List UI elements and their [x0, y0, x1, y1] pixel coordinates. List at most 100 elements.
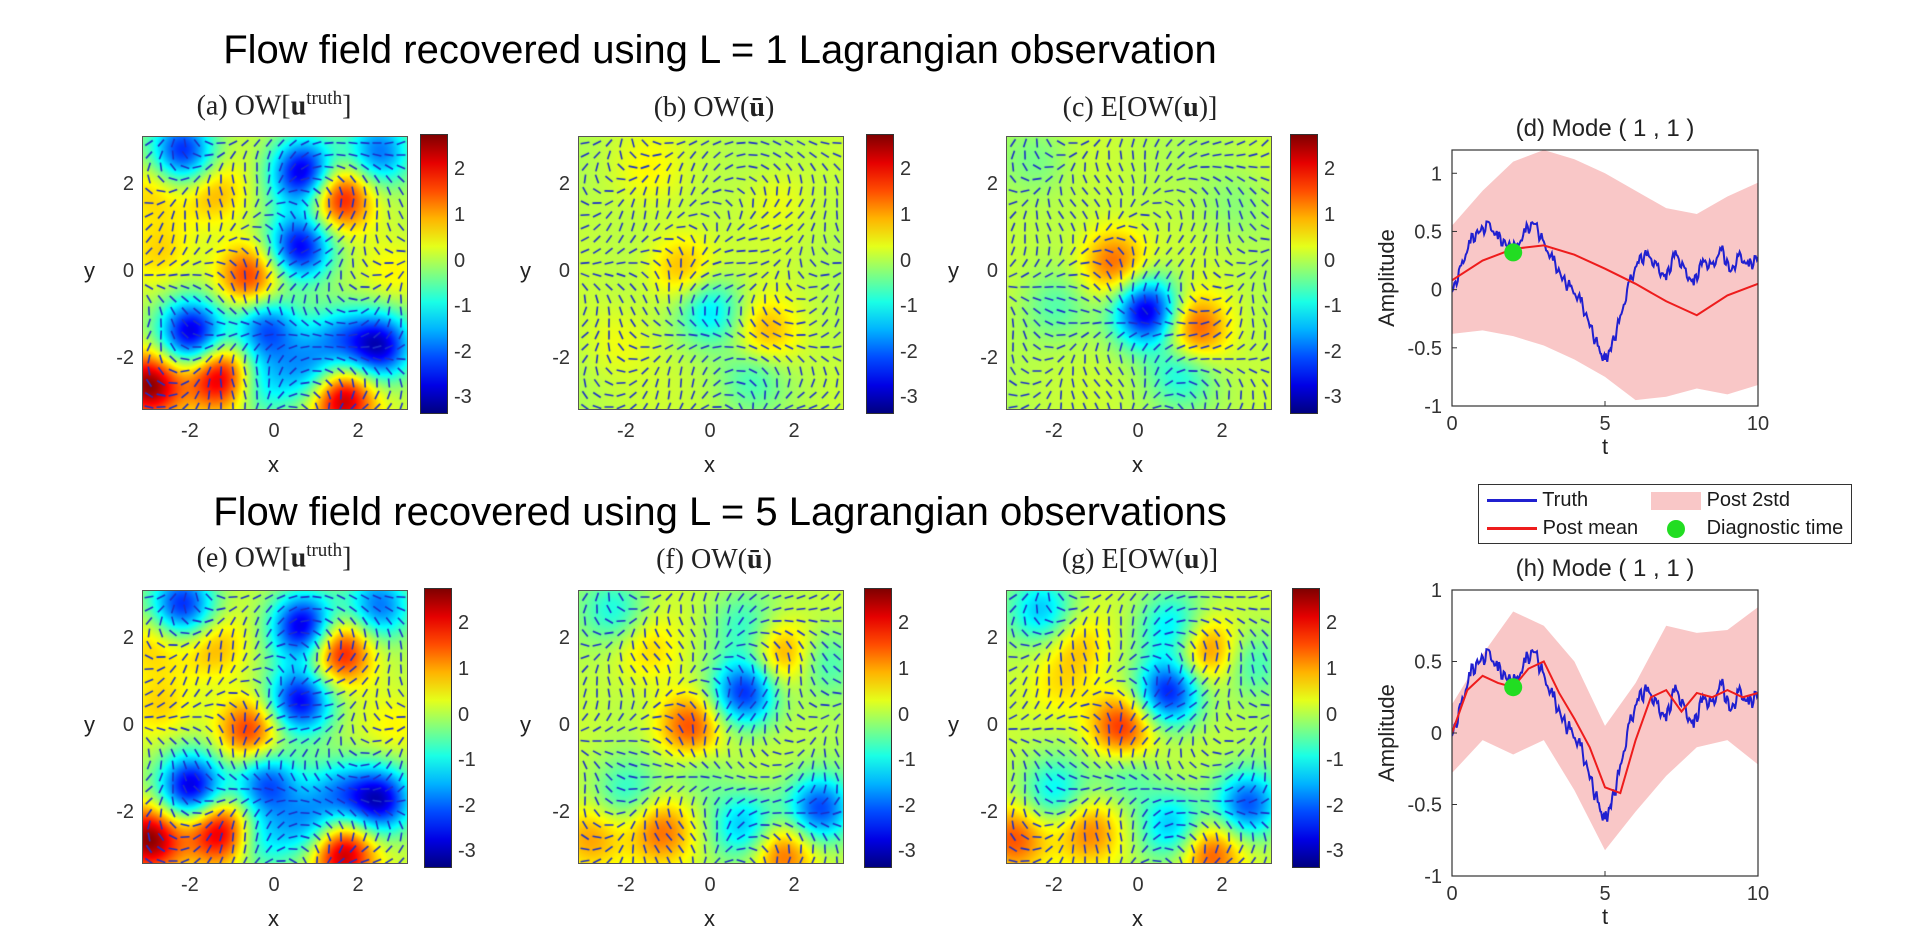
colorbar-tick-c: 1	[1324, 204, 1336, 227]
title-a-sup: truth	[306, 88, 343, 109]
heatmap-panel-a	[142, 136, 408, 410]
title-b-pre: (b) OW(	[653, 92, 750, 123]
y-tick-label-h: -0.5	[1408, 795, 1442, 817]
title-f-pre: (f) OW(	[656, 544, 748, 575]
heatmap-panel-c	[1006, 136, 1272, 410]
panel-title-g: (g) E[OW(u)]	[1006, 544, 1274, 576]
suptitle-top: Flow field recovered using L = 1 Lagrang…	[223, 28, 1217, 72]
colorbar-tick-b: 2	[900, 158, 912, 181]
panel-title-b: (b) OW(ū)	[580, 92, 848, 124]
colorbar-tick-a: -1	[454, 295, 472, 318]
y-tick-label-h: -1	[1424, 866, 1442, 888]
x-tick-e: 0	[268, 874, 280, 896]
title-e-post: ]	[342, 542, 352, 574]
title-g-pre: (g) E[OW(	[1061, 544, 1184, 575]
colorbar-tick-e: -1	[458, 749, 476, 772]
y-tick-f: 2	[558, 627, 570, 650]
x-tick-f: 0	[704, 874, 716, 896]
heatmap-canvas-g	[1007, 591, 1271, 863]
legend-post-2std: Post 2std	[1651, 488, 1790, 512]
x-tick-b: 0	[704, 420, 716, 442]
x-tick-c: 2	[1216, 420, 1228, 442]
legend-post-mean-label: Post mean	[1542, 517, 1639, 539]
colorbar-tick-b: -2	[900, 340, 918, 363]
title-g-post: )]	[1199, 544, 1219, 575]
title-c-post: )]	[1198, 92, 1218, 123]
legend-diagnostic-dot	[1667, 520, 1685, 539]
y-tick-a: -2	[116, 346, 134, 369]
y-tick-label-d: -1	[1424, 396, 1442, 418]
title-b-post: )	[764, 92, 775, 123]
title-g-bold: u	[1183, 544, 1200, 575]
colorbar-a	[420, 134, 448, 414]
title-f-bold: ū	[747, 544, 763, 575]
colorbar-tick-f: 0	[898, 703, 910, 726]
y-tick-label-d: 1	[1431, 163, 1442, 185]
x-axis-label-g: x	[1132, 906, 1143, 931]
x-tick-b: 2	[788, 420, 800, 442]
title-c-pre: (c) E[OW(	[1062, 92, 1184, 123]
colorbar-tick-c: 0	[1324, 249, 1336, 272]
x-tick-f: 2	[788, 874, 800, 896]
colorbar-tick-f: -3	[898, 840, 916, 863]
colorbar-tick-e: 2	[458, 612, 470, 635]
title-a-bold: u	[290, 90, 307, 122]
x-tick-c: -2	[1045, 420, 1063, 442]
heatmap-canvas-c	[1007, 137, 1271, 409]
title-a-post: ]	[342, 90, 352, 122]
colorbar-b	[866, 134, 894, 414]
y-tick-b: 0	[558, 260, 570, 282]
x-tick-c: 0	[1132, 420, 1144, 442]
x-tick-g: 0	[1132, 874, 1144, 896]
colorbar-tick-b: 0	[900, 249, 912, 272]
x-axis-label-c: x	[1132, 452, 1143, 477]
mode-title-d: (d) Mode ( 1 , 1 )	[1516, 115, 1695, 142]
colorbar-e	[424, 588, 452, 868]
legend-truth: Truth	[1487, 488, 1588, 512]
x-tick-label-h: 10	[1747, 883, 1769, 905]
y-tick-e: 0	[122, 714, 134, 736]
x-tick-label-h: 5	[1599, 883, 1610, 905]
x-axis-label-f: x	[704, 906, 715, 931]
y-tick-label-h: 0.5	[1414, 652, 1442, 674]
x-tick-label-d: 10	[1747, 413, 1769, 435]
post-mean-line-d	[1452, 244, 1758, 317]
x-tick-e: 2	[352, 874, 364, 896]
y-tick-f: 0	[558, 714, 570, 736]
y-tick-label-h: 1	[1431, 580, 1442, 602]
colorbar-tick-f: 2	[898, 612, 910, 635]
x-tick-g: -2	[1045, 874, 1063, 896]
panel-title-a: (a) OW[utruth]	[148, 88, 400, 122]
x-tick-label-h: 0	[1446, 883, 1457, 905]
panel-title-e: (e) OW[utruth]	[148, 540, 400, 574]
y-axis-label-f: y	[520, 712, 531, 737]
colorbar-tick-b: -3	[900, 386, 918, 409]
y-tick-label-d: 0	[1431, 280, 1442, 302]
colorbar-tick-c: -3	[1324, 386, 1342, 409]
y-axis-label-g: y	[948, 712, 959, 737]
truth-line-d	[1452, 219, 1758, 362]
legend-truth-swatch	[1487, 499, 1537, 503]
legend-truth-label: Truth	[1542, 489, 1589, 511]
colorbar-tick-a: 2	[454, 158, 466, 181]
colorbar-tick-a: -3	[454, 386, 472, 409]
colorbar-tick-a: 0	[454, 249, 466, 272]
y-tick-g: -2	[980, 800, 998, 823]
colorbar-tick-g: -2	[1326, 794, 1344, 817]
legend: Truth Post 2std Post mean Diagnostic tim…	[1478, 484, 1852, 544]
title-e-bold: u	[290, 542, 307, 574]
x-tick-g: 2	[1216, 874, 1228, 896]
mode-title-h: (h) Mode ( 1 , 1 )	[1516, 555, 1695, 582]
x-axis-label-e: x	[268, 906, 279, 931]
heatmap-canvas-e	[143, 591, 407, 863]
y-tick-f: -2	[552, 800, 570, 823]
y-tick-a: 0	[122, 260, 134, 282]
truth-line-h	[1452, 648, 1758, 822]
heatmap-panel-e	[142, 590, 408, 864]
legend-diagnostic-label: Diagnostic time	[1706, 517, 1844, 539]
title-a-pre: (a) OW[	[196, 90, 291, 122]
y-tick-label-h: 0	[1431, 723, 1442, 745]
title-c-bold: u	[1183, 92, 1199, 123]
colorbar-tick-g: -3	[1326, 840, 1344, 863]
y-tick-b: -2	[552, 346, 570, 369]
